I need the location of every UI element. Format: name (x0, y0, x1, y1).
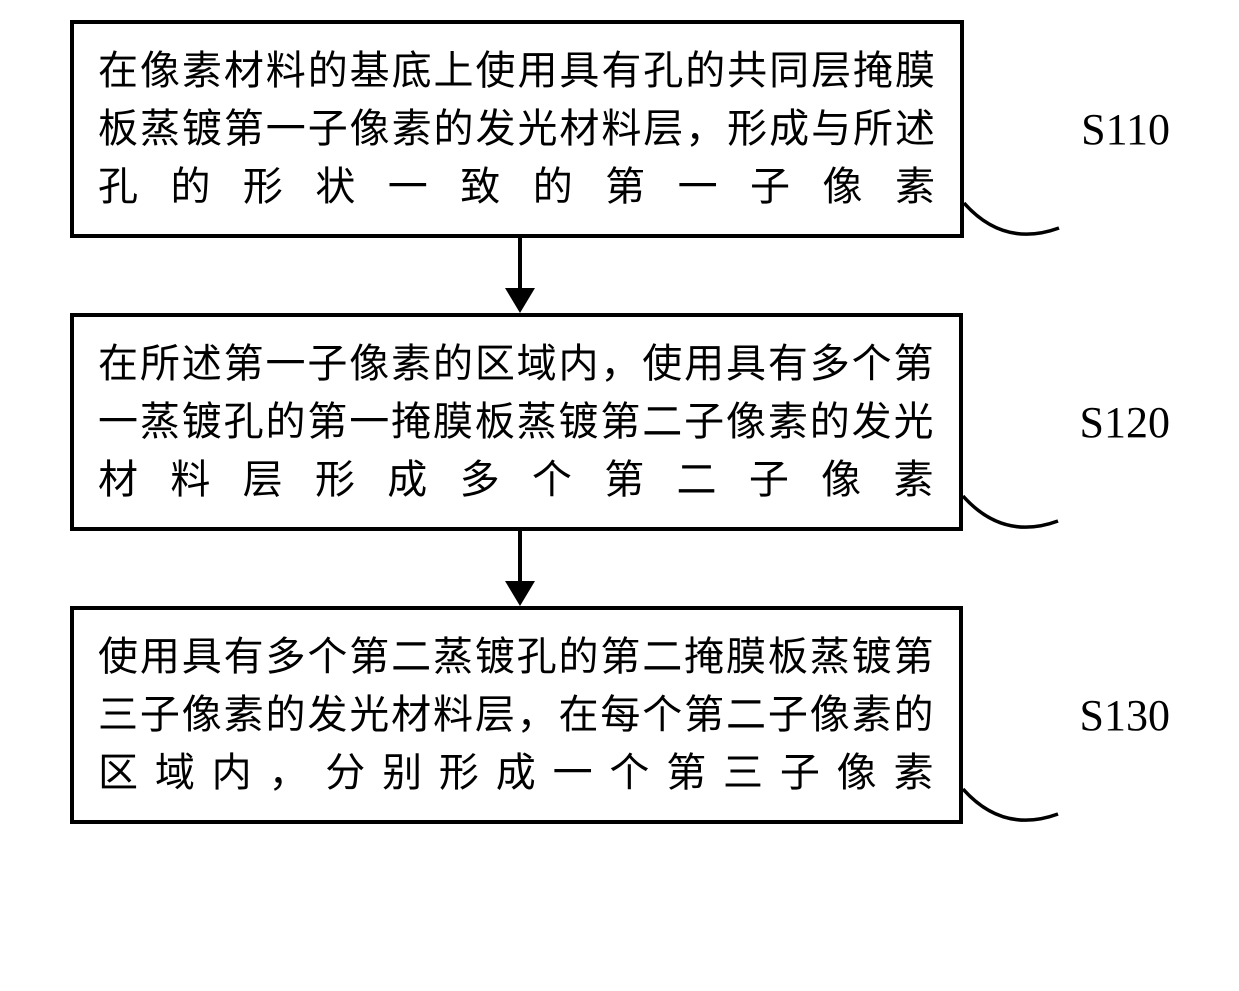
step-text: 使用具有多个第二蒸镀孔的第二掩膜板蒸镀第三子像素的发光材料层，在每个第二子像素的… (98, 634, 935, 795)
arrow-2 (70, 531, 970, 606)
step-text: 在所述第一子像素的区域内，使用具有多个第一蒸镀孔的第一掩膜板蒸镀第二子像素的发光… (98, 341, 935, 502)
step-box-s130: 使用具有多个第二蒸镀孔的第二掩膜板蒸镀第三子像素的发光材料层，在每个第二子像素的… (70, 606, 963, 824)
step-label-s110: S110 (1081, 104, 1170, 155)
label-connector-1 (964, 178, 1073, 238)
step-box-s110: 在像素材料的基底上使用具有孔的共同层掩膜板蒸镀第一子像素的发光材料层，形成与所述… (70, 20, 964, 238)
arrow-head (505, 581, 535, 606)
label-connector-3 (963, 764, 1072, 824)
step-row-2: 在所述第一子像素的区域内，使用具有多个第一蒸镀孔的第一掩膜板蒸镀第二子像素的发光… (70, 313, 1170, 531)
arrow-head (505, 288, 535, 313)
step-text: 在像素材料的基底上使用具有孔的共同层掩膜板蒸镀第一子像素的发光材料层，形成与所述… (98, 48, 936, 209)
arrow-1 (70, 238, 970, 313)
step-row-3: 使用具有多个第二蒸镀孔的第二掩膜板蒸镀第三子像素的发光材料层，在每个第二子像素的… (70, 606, 1170, 824)
step-row-1: 在像素材料的基底上使用具有孔的共同层掩膜板蒸镀第一子像素的发光材料层，形成与所述… (70, 20, 1170, 238)
step-label-s130: S130 (1080, 690, 1170, 741)
label-connector-2 (963, 471, 1072, 531)
arrow-line (518, 238, 522, 293)
step-box-s120: 在所述第一子像素的区域内，使用具有多个第一蒸镀孔的第一掩膜板蒸镀第二子像素的发光… (70, 313, 963, 531)
flowchart-container: 在像素材料的基底上使用具有孔的共同层掩膜板蒸镀第一子像素的发光材料层，形成与所述… (70, 20, 1170, 824)
step-label-s120: S120 (1080, 397, 1170, 448)
arrow-line (518, 531, 522, 586)
